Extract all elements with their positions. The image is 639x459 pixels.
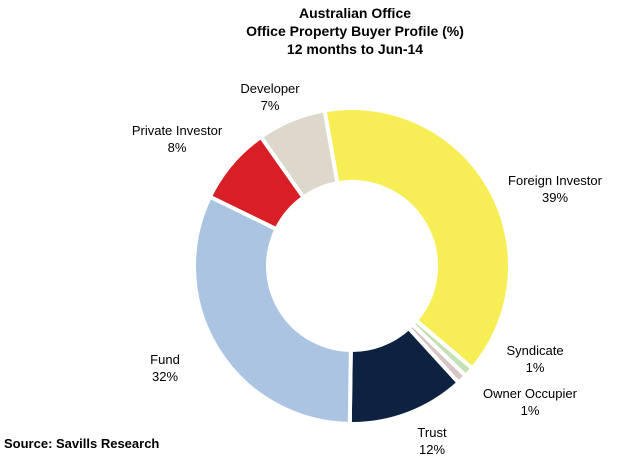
slice-value-label: 7% xyxy=(261,98,280,113)
slice-value-label: 32% xyxy=(152,369,178,384)
donut-slice xyxy=(322,106,512,372)
donut-slice xyxy=(192,194,353,427)
donut-slice xyxy=(258,108,340,201)
slice-value-label: 12% xyxy=(419,442,445,457)
slice-label: Fund xyxy=(150,352,180,367)
slice-label: Foreign Investor xyxy=(508,173,603,188)
slice-label: Private Investor xyxy=(132,123,223,138)
slice-label: Trust xyxy=(417,425,447,440)
chart-title: Office Property Buyer Profile (%) xyxy=(246,23,464,39)
chart-title: Australian Office xyxy=(299,5,411,21)
slice-label: Developer xyxy=(240,81,300,96)
slice-label: Owner Occupier xyxy=(483,386,578,401)
slice-value-label: 8% xyxy=(168,140,187,155)
chart-title: 12 months to Jun-14 xyxy=(287,41,423,57)
slice-value-label: 1% xyxy=(521,403,540,418)
slice-value-label: 39% xyxy=(542,190,568,205)
slice-value-label: 1% xyxy=(526,360,545,375)
slice-label: Syndicate xyxy=(506,343,563,358)
source-note: Source: Savills Research xyxy=(4,436,159,451)
